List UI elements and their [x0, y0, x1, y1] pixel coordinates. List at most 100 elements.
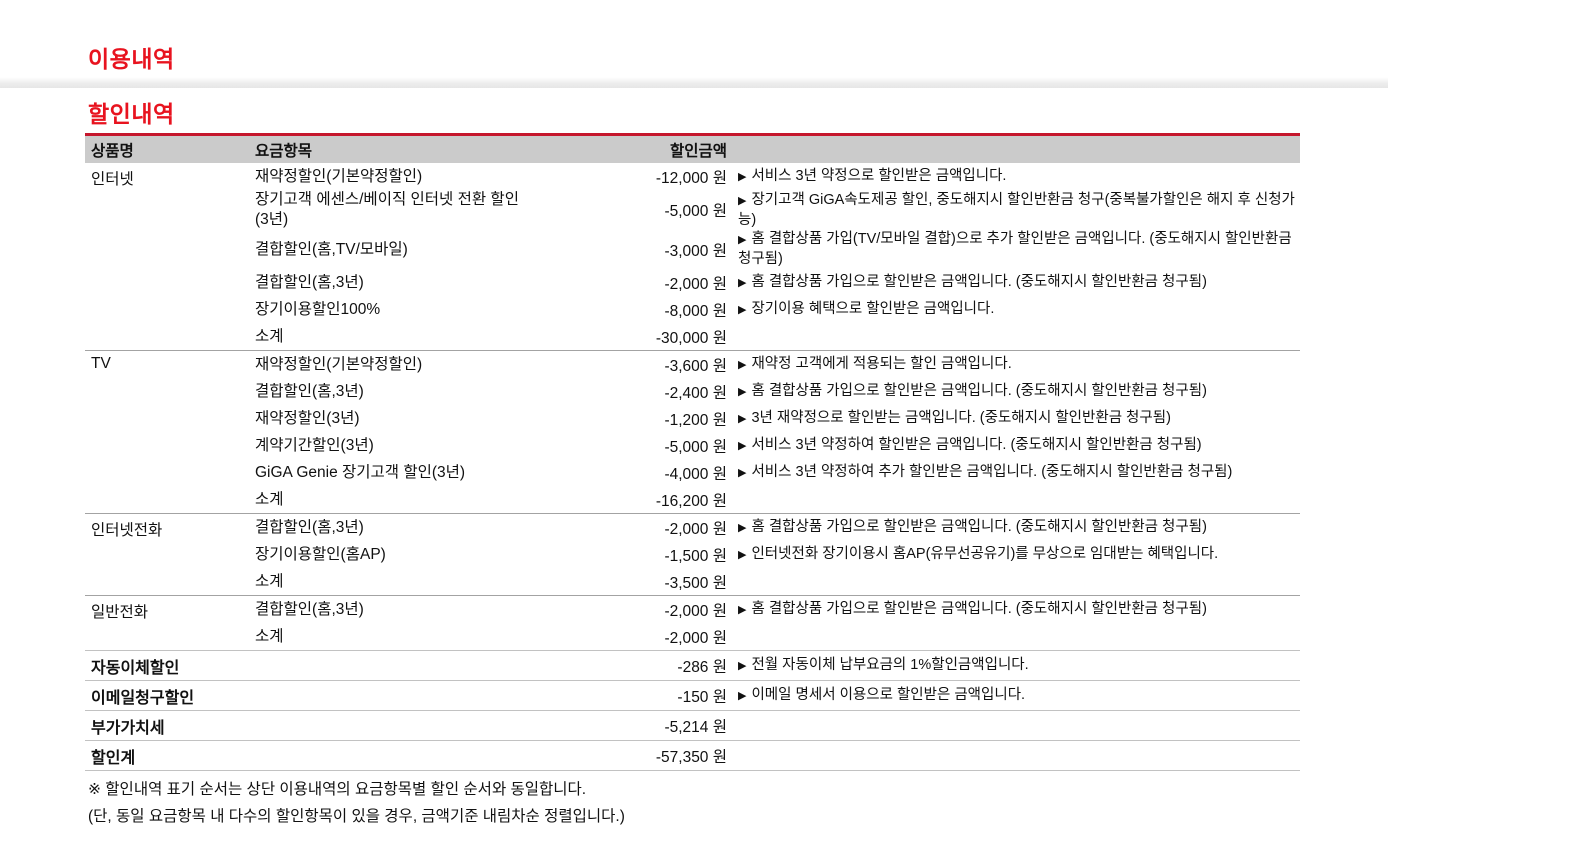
description-text: 홈 결합상품 가입으로 할인받은 금액입니다. (중도해지시 할인반환금 청구됨… — [751, 518, 1207, 535]
discount-amount-cell: -2,000 원 — [664, 602, 727, 620]
discount-amount-cell: -2,400 원 — [664, 384, 727, 402]
summary-label-cell: 이메일청구할인 — [91, 689, 195, 707]
description-cell: ▶ 재약정 고객에게 적용되는 할인 금액입니다. — [729, 355, 1300, 375]
triangle-bullet-icon: ▶ — [738, 234, 747, 246]
description-cell: ▶ 홈 결합상품 가입으로 할인받은 금액입니다. (중도해지시 할인반환금 청구… — [729, 382, 1300, 402]
summary-row: 부가가치세 -5,214 원 — [85, 710, 1300, 740]
table-row: 재약정할인(3년) -1,200 원 ▶ 3년 재약정으로 할인받는 금액입니다. (… — [253, 405, 1300, 432]
product-name-cell: 인터넷전화 — [91, 522, 163, 539]
triangle-bullet-icon: ▶ — [738, 170, 747, 183]
fee-item-cell: 장기이용할인(홈AP) — [255, 545, 386, 563]
triangle-bullet-icon: ▶ — [738, 358, 747, 371]
description-cell: ▶ 장기이용 혜택으로 할인받은 금액입니다. — [729, 300, 1300, 320]
discount-amount-cell: -12,000 원 — [655, 169, 727, 187]
fee-item-cell: 소계 — [255, 327, 284, 345]
discount-section-title: 할인내역 — [88, 101, 175, 127]
discount-amount-cell: -3,500 원 — [664, 574, 727, 592]
description-cell: ▶ 인터넷전화 장기이용시 홈AP(유무선공유기)를 무상으로 임대받는 혜택입니… — [729, 545, 1300, 565]
triangle-bullet-icon: ▶ — [738, 276, 747, 289]
description-cell: ▶ 서비스 3년 약정하여 할인받은 금액입니다. (중도해지시 할인반환금 청구… — [729, 436, 1300, 456]
col-header-amount: 할인금액 — [669, 142, 727, 160]
triangle-bullet-icon: ▶ — [738, 194, 747, 207]
description-text: 서비스 3년 약정하여 추가 할인받은 금액입니다. (중도해지시 할인반환금 … — [751, 463, 1233, 480]
summary-label-cell: 부가가치세 — [91, 719, 165, 737]
subtotal-row: 소계 -2,000 원 — [253, 623, 1300, 650]
fee-item-cell: 재약정할인(3년) — [255, 409, 360, 427]
discount-amount-cell: -2,000 원 — [664, 629, 727, 647]
description-cell: ▶ 장기고객 GiGA속도제공 할인, 중도해지시 할인반환금 청구(중복불가할인… — [729, 191, 1300, 230]
table-row: 계약기간할인(3년) -5,000 원 ▶ 서비스 3년 약정하여 할인받은 금액입니… — [253, 432, 1300, 459]
description-text: 서비스 3년 약정하여 할인받은 금액입니다. (중도해지시 할인반환금 청구됨… — [751, 436, 1202, 453]
product-group: 일반전화 결합할인(홈,3년) -2,000 원 ▶ 홈 결합상품 가입으로 할인받은 … — [85, 595, 1300, 650]
table-row: 장기고객 에센스/베이직 인터넷 전환 할인(3년) -5,000 원 ▶ 장기고객 … — [253, 190, 1300, 230]
triangle-bullet-icon: ▶ — [738, 689, 747, 702]
summary-row: 자동이체할인 -286 원 ▶ 전월 자동이체 납부요금의 1%할인금액입니다. — [85, 650, 1300, 680]
discount-amount-cell: -2,000 원 — [664, 520, 727, 538]
table-row: 결합할인(홈,TV/모바일) -3,000 원 ▶ 홈 결합상품 가입(TV/모바일 … — [253, 230, 1300, 269]
summary-row: 할인계 -57,350 원 — [85, 740, 1300, 771]
description-text: 이메일 명세서 이용으로 할인받은 금액입니다. — [751, 686, 1026, 703]
discount-amount-cell: -1,200 원 — [664, 411, 727, 429]
discount-amount-cell: -286 원 — [677, 658, 727, 676]
description-text: 전월 자동이체 납부요금의 1%할인금액입니다. — [751, 656, 1029, 673]
description-cell: ▶ 3년 재약정으로 할인받는 금액입니다. (중도해지시 할인반환금 청구됨) — [729, 409, 1300, 429]
triangle-bullet-icon: ▶ — [738, 303, 747, 316]
description-text: 3년 재약정으로 할인받는 금액입니다. (중도해지시 할인반환금 청구됨) — [751, 409, 1171, 426]
group-rows: 결합할인(홈,3년) -2,000 원 ▶ 홈 결합상품 가입으로 할인받은 금액입니… — [253, 514, 1300, 595]
subtotal-row: 소계 -30,000 원 — [253, 323, 1300, 350]
group-rows: 재약정할인(기본약정할인) -3,600 원 ▶ 재약정 고객에게 적용되는 할인 금… — [253, 351, 1300, 513]
fee-item-cell: 재약정할인(기본약정할인) — [255, 355, 423, 373]
table-row: 결합할인(홈,3년) -2,000 원 ▶ 홈 결합상품 가입으로 할인받은 금액입니… — [253, 596, 1300, 623]
product-name-cell: TV — [91, 355, 111, 372]
product-name-cell: 인터넷 — [91, 171, 134, 188]
table-row: 재약정할인(기본약정할인) -3,600 원 ▶ 재약정 고객에게 적용되는 할인 금… — [253, 351, 1300, 378]
description-cell: ▶ 홈 결합상품 가입으로 할인받은 금액입니다. (중도해지시 할인반환금 청구… — [729, 600, 1300, 620]
table-row: 결합할인(홈,3년) -2,000 원 ▶ 홈 결합상품 가입으로 할인받은 금액입니… — [253, 514, 1300, 541]
table-body: 인터넷 재약정할인(기본약정할인) -12,000 원 ▶ 서비스 3년 약정으로 할인… — [85, 163, 1300, 771]
product-group: 인터넷전화 결합할인(홈,3년) -2,000 원 ▶ 홈 결합상품 가입으로 할인받은… — [85, 513, 1300, 595]
fee-item-cell: 장기고객 에센스/베이직 인터넷 전환 할인(3년) — [255, 191, 519, 228]
product-group: TV 재약정할인(기본약정할인) -3,600 원 ▶ 재약정 고객에게 적용되는 할인… — [85, 350, 1300, 513]
description-text: 홈 결합상품 가입(TV/모바일 결합)으로 추가 할인받은 금액입니다. (중… — [738, 231, 1292, 267]
description-text: 홈 결합상품 가입으로 할인받은 금액입니다. (중도해지시 할인반환금 청구됨… — [751, 382, 1207, 399]
table-header-row: 상품명 요금항목 할인금액 — [85, 136, 1300, 163]
discount-amount-cell: -3,000 원 — [664, 242, 727, 260]
footnotes: ※ 할인내역 표기 순서는 상단 이용내역의 요금항목별 할인 순서와 동일합니… — [88, 776, 625, 830]
table-row: GiGA Genie 장기고객 할인(3년) -4,000 원 ▶ 서비스 3년 약정… — [253, 459, 1300, 486]
triangle-bullet-icon: ▶ — [738, 659, 747, 672]
triangle-bullet-icon: ▶ — [738, 603, 747, 616]
summary-label-cell: 할인계 — [91, 749, 136, 767]
fee-item-cell: 소계 — [255, 627, 284, 645]
table-row: 장기이용할인100% -8,000 원 ▶ 장기이용 혜택으로 할인받은 금액입니다. — [253, 296, 1300, 323]
product-name-cell: 일반전화 — [91, 604, 149, 621]
fee-item-cell: 계약기간할인(3년) — [255, 436, 374, 454]
fee-item-cell: 결합할인(홈,3년) — [255, 382, 364, 400]
discount-table: 상품명 요금항목 할인금액 인터넷 재약정할인(기본약정할인) -12,000 원 ▶… — [85, 133, 1300, 771]
description-text: 홈 결합상품 가입으로 할인받은 금액입니다. (중도해지시 할인반환금 청구됨… — [751, 600, 1207, 617]
description-text: 인터넷전화 장기이용시 홈AP(유무선공유기)를 무상으로 임대받는 혜택입니다… — [751, 545, 1219, 562]
fee-item-cell: 소계 — [255, 572, 284, 590]
discount-amount-cell: -5,000 원 — [664, 203, 727, 220]
description-cell: ▶ 홈 결합상품 가입으로 할인받은 금액입니다. (중도해지시 할인반환금 청구… — [729, 273, 1300, 293]
fee-item-cell: 장기이용할인100% — [255, 300, 381, 318]
summary-label-cell: 자동이체할인 — [91, 659, 180, 677]
triangle-bullet-icon: ▶ — [738, 466, 747, 479]
fee-item-cell: 결합할인(홈,3년) — [255, 518, 364, 536]
description-cell: ▶ 홈 결합상품 가입으로 할인받은 금액입니다. (중도해지시 할인반환금 청구… — [729, 518, 1300, 538]
triangle-bullet-icon: ▶ — [738, 548, 747, 561]
discount-amount-cell: -30,000 원 — [655, 329, 727, 347]
fee-item-cell: 결합할인(홈,TV/모바일) — [255, 240, 408, 258]
group-rows: 결합할인(홈,3년) -2,000 원 ▶ 홈 결합상품 가입으로 할인받은 금액입니… — [253, 596, 1300, 650]
col-header-item: 요금항목 — [255, 142, 313, 160]
subtotal-row: 소계 -3,500 원 — [253, 568, 1300, 595]
discount-amount-cell: -1,500 원 — [664, 547, 727, 565]
table-row: 결합할인(홈,3년) -2,400 원 ▶ 홈 결합상품 가입으로 할인받은 금액입니… — [253, 378, 1300, 405]
table-row: 재약정할인(기본약정할인) -12,000 원 ▶ 서비스 3년 약정으로 할인받은 … — [253, 163, 1300, 190]
description-text: 재약정 고객에게 적용되는 할인 금액입니다. — [751, 355, 1012, 372]
triangle-bullet-icon: ▶ — [738, 385, 747, 398]
description-cell: ▶ 홈 결합상품 가입(TV/모바일 결합)으로 추가 할인받은 금액입니다. (… — [729, 230, 1300, 269]
description-cell: ▶ 서비스 3년 약정하여 추가 할인받은 금액입니다. (중도해지시 할인반환금… — [729, 463, 1300, 483]
discount-amount-cell: -150 원 — [677, 688, 727, 706]
discount-amount-cell: -5,000 원 — [664, 438, 727, 456]
